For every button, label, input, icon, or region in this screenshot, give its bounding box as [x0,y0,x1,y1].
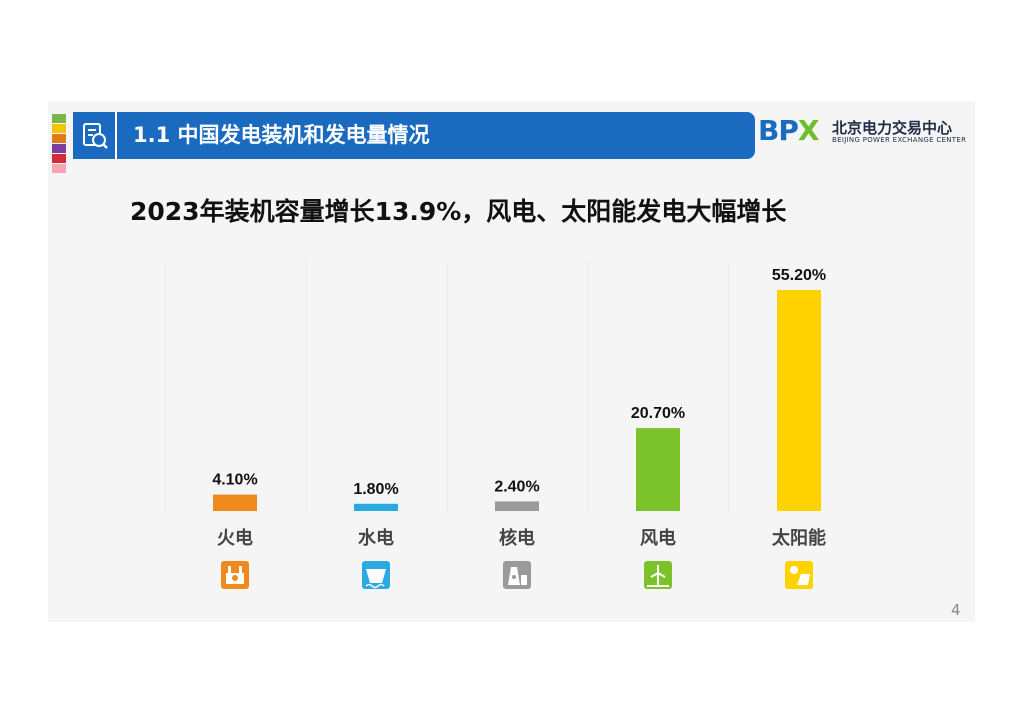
category-label: 火电 [217,527,253,549]
bar-水电 [354,503,398,511]
data-label: 55.20% [772,267,826,284]
category-label: 太阳能 [772,527,826,549]
bpx-logo: BPX 北京电力交易中心 BEIJING POWER EXCHANGE CENT… [758,114,968,148]
section-header-bar [73,112,755,159]
color-stripe [52,114,66,123]
color-stripe [52,134,66,143]
section-title: 1.1 中国发电装机和发电量情况 [133,123,430,147]
chart-title: 2023年装机容量增长13.9%，风电、太阳能发电大幅增长 [130,197,787,226]
bar-太阳能 [777,290,821,511]
data-label: 1.80% [353,481,398,498]
hydro-dam-icon [362,561,390,589]
page-number: 4 [951,601,961,619]
data-label: 20.70% [631,405,685,422]
logo-mark: BPX [758,114,819,147]
logo-english-name: BEIJING POWER EXCHANGE CENTER [832,136,967,144]
bar-火电 [213,494,257,511]
data-label: 4.10% [212,472,257,489]
category-label: 核电 [499,527,535,549]
logo-chinese-name: 北京电力交易中心 [832,119,953,137]
wind-turbine-icon [644,561,672,589]
color-stripes [52,114,66,174]
color-stripe [52,164,66,173]
category-label: 水电 [358,527,394,549]
color-stripe [52,144,66,153]
solar-panel-icon [785,561,813,589]
nuclear-plant-icon [503,561,531,589]
color-stripe [52,154,66,163]
bar-风电 [636,428,680,511]
thermal-plant-icon [221,561,249,589]
data-label: 2.40% [494,478,539,495]
bar-核电 [495,501,539,511]
category-label: 风电 [640,527,676,549]
color-stripe [52,124,66,133]
report-search-icon [73,112,117,159]
